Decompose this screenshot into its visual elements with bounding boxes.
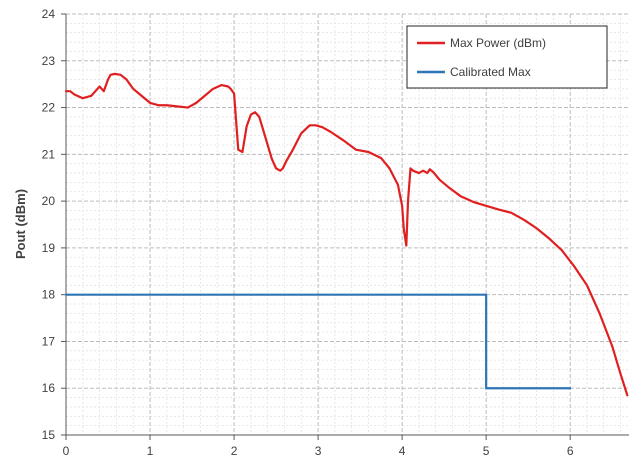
y-tick-label: 17: [42, 334, 56, 348]
series-layer: [64, 72, 629, 397]
axes: [61, 13, 629, 440]
y-tick-label: 19: [42, 241, 56, 255]
y-tick-label: 22: [42, 101, 56, 115]
y-axis-title: Pout (dBm): [13, 189, 28, 259]
series-line-max-power: [64, 72, 629, 397]
x-tick-label: 5: [483, 444, 490, 458]
x-tick-label: 3: [315, 444, 322, 458]
y-tick-label: 18: [42, 288, 56, 302]
x-tick-label: 4: [399, 444, 406, 458]
y-tick-label: 21: [42, 147, 56, 161]
y-tick-label: 16: [42, 381, 56, 395]
legend-box: [406, 25, 608, 89]
y-tick-label: 23: [42, 54, 56, 68]
series-line-calibrated-max: [64, 293, 572, 390]
x-tick-label: 6: [567, 444, 574, 458]
x-tick-label: 1: [147, 444, 154, 458]
legend-label-max-power: Max Power (dBm): [450, 36, 546, 50]
y-tick-label: 24: [42, 7, 56, 21]
y-tick-label: 20: [42, 194, 56, 208]
x-tick-label: 0: [63, 444, 70, 458]
legend: Max Power (dBm) Calibrated Max: [406, 25, 608, 89]
y-tick-label: 15: [42, 428, 56, 442]
legend-label-calibrated-max: Calibrated Max: [450, 65, 531, 79]
x-tick-label: 2: [231, 444, 238, 458]
